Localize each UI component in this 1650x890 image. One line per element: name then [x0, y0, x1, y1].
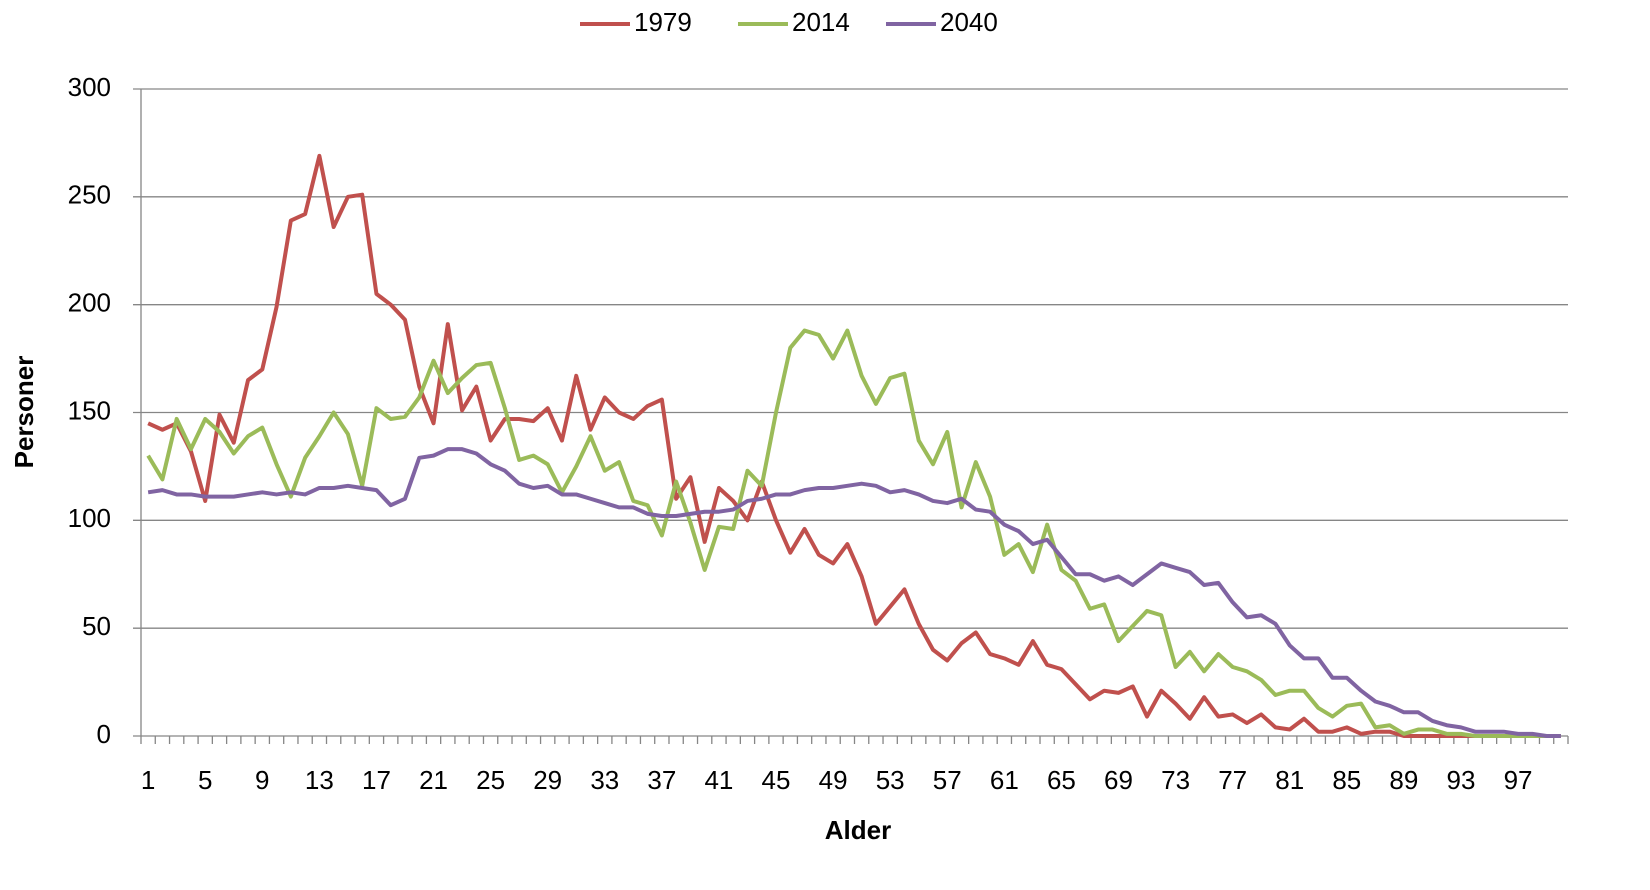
x-tick-label: 9: [255, 765, 269, 795]
y-tick-label: 0: [97, 719, 111, 749]
y-tick-label: 250: [68, 180, 111, 210]
x-tick-label: 77: [1218, 765, 1247, 795]
x-tick-label: 37: [647, 765, 676, 795]
y-tick-label: 100: [68, 503, 111, 533]
x-tick-label: 93: [1447, 765, 1476, 795]
line-series: [147, 153, 1561, 738]
x-tick-label: 49: [819, 765, 848, 795]
line-series: [147, 447, 1561, 738]
x-tick-label: 25: [476, 765, 505, 795]
legend-label: 2040: [940, 7, 998, 37]
line-series: [146, 328, 1561, 738]
x-tick-label: 29: [533, 765, 562, 795]
x-tick-label: 5: [198, 765, 212, 795]
legend-label: 2014: [792, 7, 850, 37]
legend-label: 1979: [634, 7, 692, 37]
x-tick-label: 41: [704, 765, 733, 795]
x-tick-label: 97: [1504, 765, 1533, 795]
x-tick-label: 65: [1047, 765, 1076, 795]
x-tick-label: 45: [762, 765, 791, 795]
x-tick-label: 85: [1332, 765, 1361, 795]
y-axis-title: Personer: [9, 356, 39, 469]
x-tick-label: 21: [419, 765, 448, 795]
x-tick-label: 69: [1104, 765, 1133, 795]
x-axis-title: Alder: [825, 815, 891, 845]
y-tick-label: 150: [68, 395, 111, 425]
x-tick-label: 81: [1275, 765, 1304, 795]
x-tick-label: 13: [305, 765, 334, 795]
y-tick-label: 50: [82, 611, 111, 641]
y-tick-label: 200: [68, 288, 111, 318]
x-tick-label: 73: [1161, 765, 1190, 795]
y-tick-label: 300: [68, 72, 111, 102]
x-tick-label: 61: [990, 765, 1019, 795]
x-tick-label: 33: [590, 765, 619, 795]
x-tick-label: 53: [876, 765, 905, 795]
x-tick-label: 17: [362, 765, 391, 795]
x-tick-label: 57: [933, 765, 962, 795]
x-tick-label: 1: [141, 765, 155, 795]
x-tick-label: 89: [1389, 765, 1418, 795]
